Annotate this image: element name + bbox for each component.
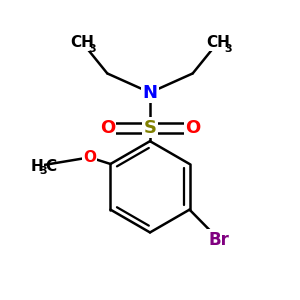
Text: S: S	[143, 119, 157, 137]
Text: CH: CH	[70, 35, 94, 50]
Text: O: O	[83, 150, 96, 165]
Text: C: C	[45, 159, 56, 174]
Text: 3: 3	[89, 44, 96, 54]
Text: O: O	[100, 119, 115, 137]
Text: 3: 3	[224, 44, 232, 54]
Text: O: O	[185, 119, 200, 137]
Text: 3: 3	[39, 167, 47, 176]
Text: CH: CH	[206, 35, 230, 50]
Text: N: N	[142, 84, 158, 102]
Text: H: H	[30, 159, 43, 174]
Text: Br: Br	[209, 231, 230, 249]
